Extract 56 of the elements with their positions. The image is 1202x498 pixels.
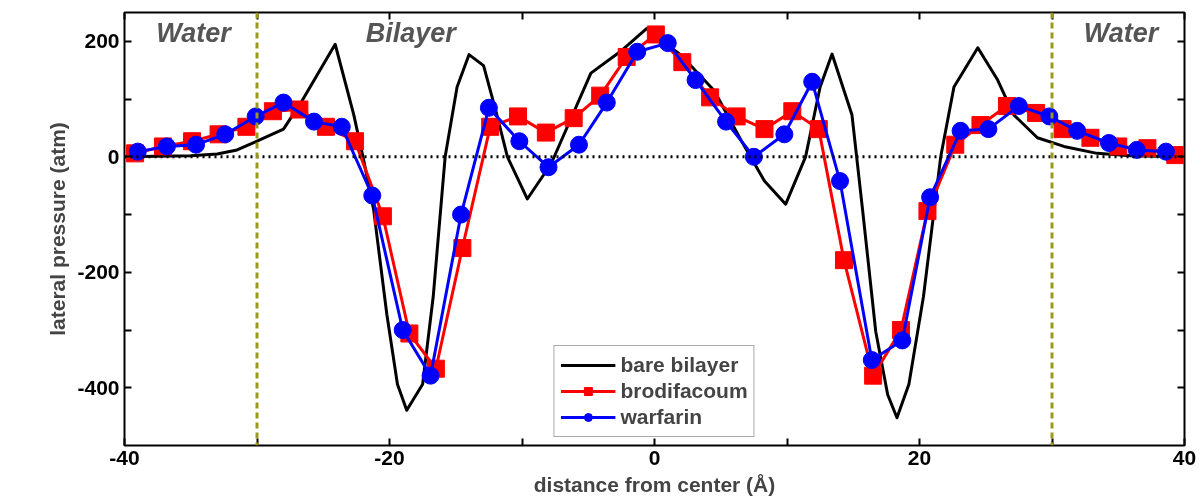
point (862, 351, 881, 370)
legend-label: warfarin (620, 404, 703, 430)
y-tick-label: -200 (77, 260, 120, 284)
annotation: Water (1083, 17, 1160, 48)
point (831, 172, 849, 191)
x-tick-label: 0 (648, 445, 661, 469)
point (569, 135, 588, 154)
point (452, 205, 471, 224)
point (834, 251, 853, 270)
point (1156, 142, 1175, 161)
point (686, 71, 705, 90)
point (744, 147, 763, 166)
x-axis-title: distance from center (Å) (533, 472, 776, 496)
point (479, 98, 498, 117)
point (921, 188, 940, 207)
point (658, 34, 677, 53)
legend-label: brodifacoum (620, 378, 748, 404)
point (1099, 133, 1118, 152)
legend-label: bare bilayer (620, 352, 739, 378)
point (803, 72, 822, 91)
point (1009, 97, 1028, 116)
point (274, 93, 293, 112)
point (393, 321, 412, 340)
point (304, 112, 323, 131)
point (979, 120, 998, 139)
point (421, 366, 440, 385)
point (187, 135, 206, 154)
point (536, 123, 555, 142)
point (510, 132, 529, 151)
point (332, 117, 351, 136)
point (717, 112, 736, 131)
point (1068, 121, 1087, 140)
point (1127, 140, 1146, 159)
point (951, 121, 970, 140)
point (597, 93, 616, 112)
point (775, 125, 794, 144)
point (539, 158, 558, 177)
annotation: Bilayer (365, 17, 458, 48)
point (564, 109, 583, 128)
y-tick-label: -400 (77, 375, 120, 399)
x-tick-label: 40 (1172, 445, 1197, 469)
point (893, 331, 912, 350)
point (216, 125, 235, 144)
point (363, 186, 382, 205)
point (509, 107, 528, 126)
y-tick-label: 200 (84, 29, 120, 53)
y-axis-title: lateral pressure (atm) (46, 122, 70, 336)
x-tick-label: 20 (907, 445, 932, 469)
point (864, 366, 883, 385)
annotation: Water (156, 17, 233, 48)
y-tick-label: 0 (107, 144, 120, 168)
point (755, 120, 774, 139)
x-tick-label: -40 (109, 445, 140, 469)
x-tick-label: -20 (374, 445, 405, 469)
point (157, 137, 176, 156)
point (628, 42, 647, 61)
